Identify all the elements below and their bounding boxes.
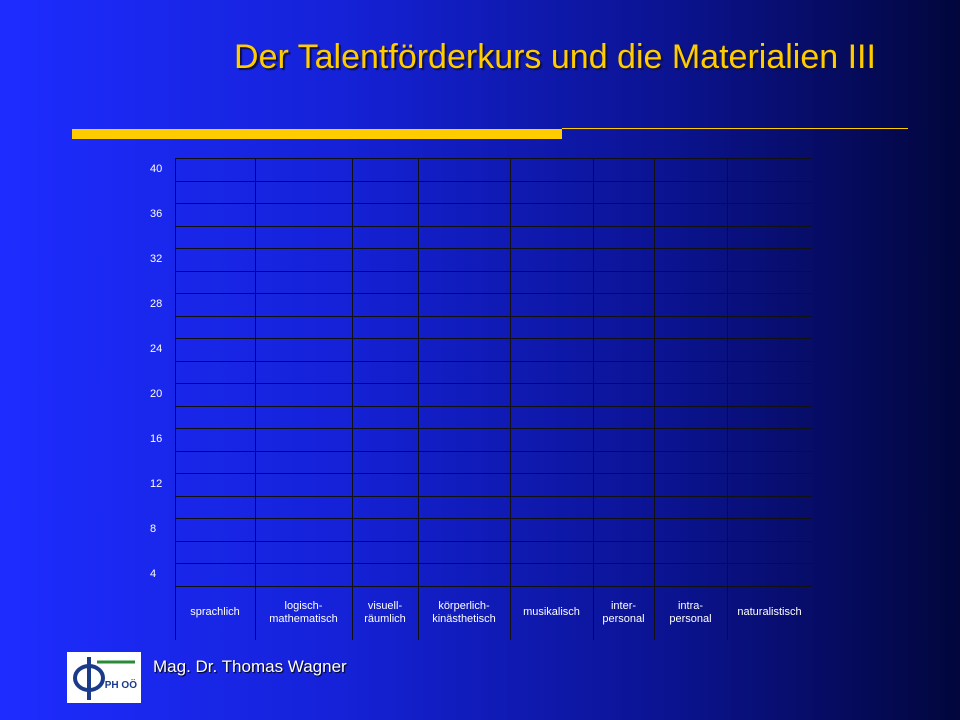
column-header: naturalistisch bbox=[737, 606, 802, 619]
row-line bbox=[175, 540, 812, 542]
row-line bbox=[175, 518, 812, 519]
row-line bbox=[175, 270, 812, 272]
row-line bbox=[175, 180, 812, 182]
logo-symbol bbox=[73, 657, 135, 700]
row-line bbox=[175, 360, 812, 362]
column-header: sprachlich bbox=[190, 606, 240, 619]
column-line bbox=[593, 158, 594, 640]
column-line bbox=[727, 158, 728, 640]
column-header: logisch- mathematisch bbox=[269, 599, 338, 625]
logo: PH OÖ bbox=[67, 652, 141, 703]
row-line bbox=[175, 383, 812, 384]
column-header: intra- personal bbox=[669, 599, 712, 625]
row-line bbox=[175, 225, 812, 227]
row-line bbox=[175, 405, 812, 407]
column-line bbox=[352, 158, 353, 640]
row-line bbox=[175, 495, 812, 497]
column-header: inter- personal bbox=[602, 599, 645, 625]
row-line bbox=[175, 338, 812, 339]
row-label: 24 bbox=[150, 343, 163, 356]
row-label: 16 bbox=[150, 433, 163, 446]
column-header: visuell- räumlich bbox=[364, 599, 406, 625]
row-line bbox=[175, 428, 812, 429]
row-label: 32 bbox=[150, 253, 163, 266]
title: Der Talentförderkurs und die Materialien… bbox=[234, 38, 876, 76]
logo-text: PH OÖ bbox=[104, 680, 137, 691]
row-line bbox=[175, 563, 812, 564]
title-bar bbox=[72, 129, 562, 139]
row-line bbox=[175, 293, 812, 294]
row-label: 40 bbox=[150, 163, 163, 176]
column-line bbox=[175, 158, 176, 640]
column-line bbox=[510, 158, 511, 640]
title-rule bbox=[562, 128, 908, 129]
row-label: 36 bbox=[150, 208, 163, 221]
row-line bbox=[175, 248, 812, 249]
author: Mag. Dr. Thomas Wagner bbox=[153, 657, 347, 676]
row-label: 12 bbox=[150, 478, 163, 491]
column-header: körperlich- kinästhetisch bbox=[432, 599, 496, 625]
column-line bbox=[654, 158, 655, 640]
row-label: 28 bbox=[150, 298, 163, 311]
row-label: 8 bbox=[150, 523, 157, 536]
row-line bbox=[175, 315, 812, 317]
column-line bbox=[255, 158, 256, 640]
row-line bbox=[175, 585, 812, 587]
column-line bbox=[418, 158, 419, 640]
row-label: 20 bbox=[150, 388, 163, 401]
row-line bbox=[175, 450, 812, 452]
row-label: 4 bbox=[150, 568, 157, 581]
row-line bbox=[175, 203, 812, 204]
column-header: musikalisch bbox=[523, 606, 580, 619]
row-line bbox=[175, 158, 812, 159]
row-line bbox=[175, 473, 812, 474]
